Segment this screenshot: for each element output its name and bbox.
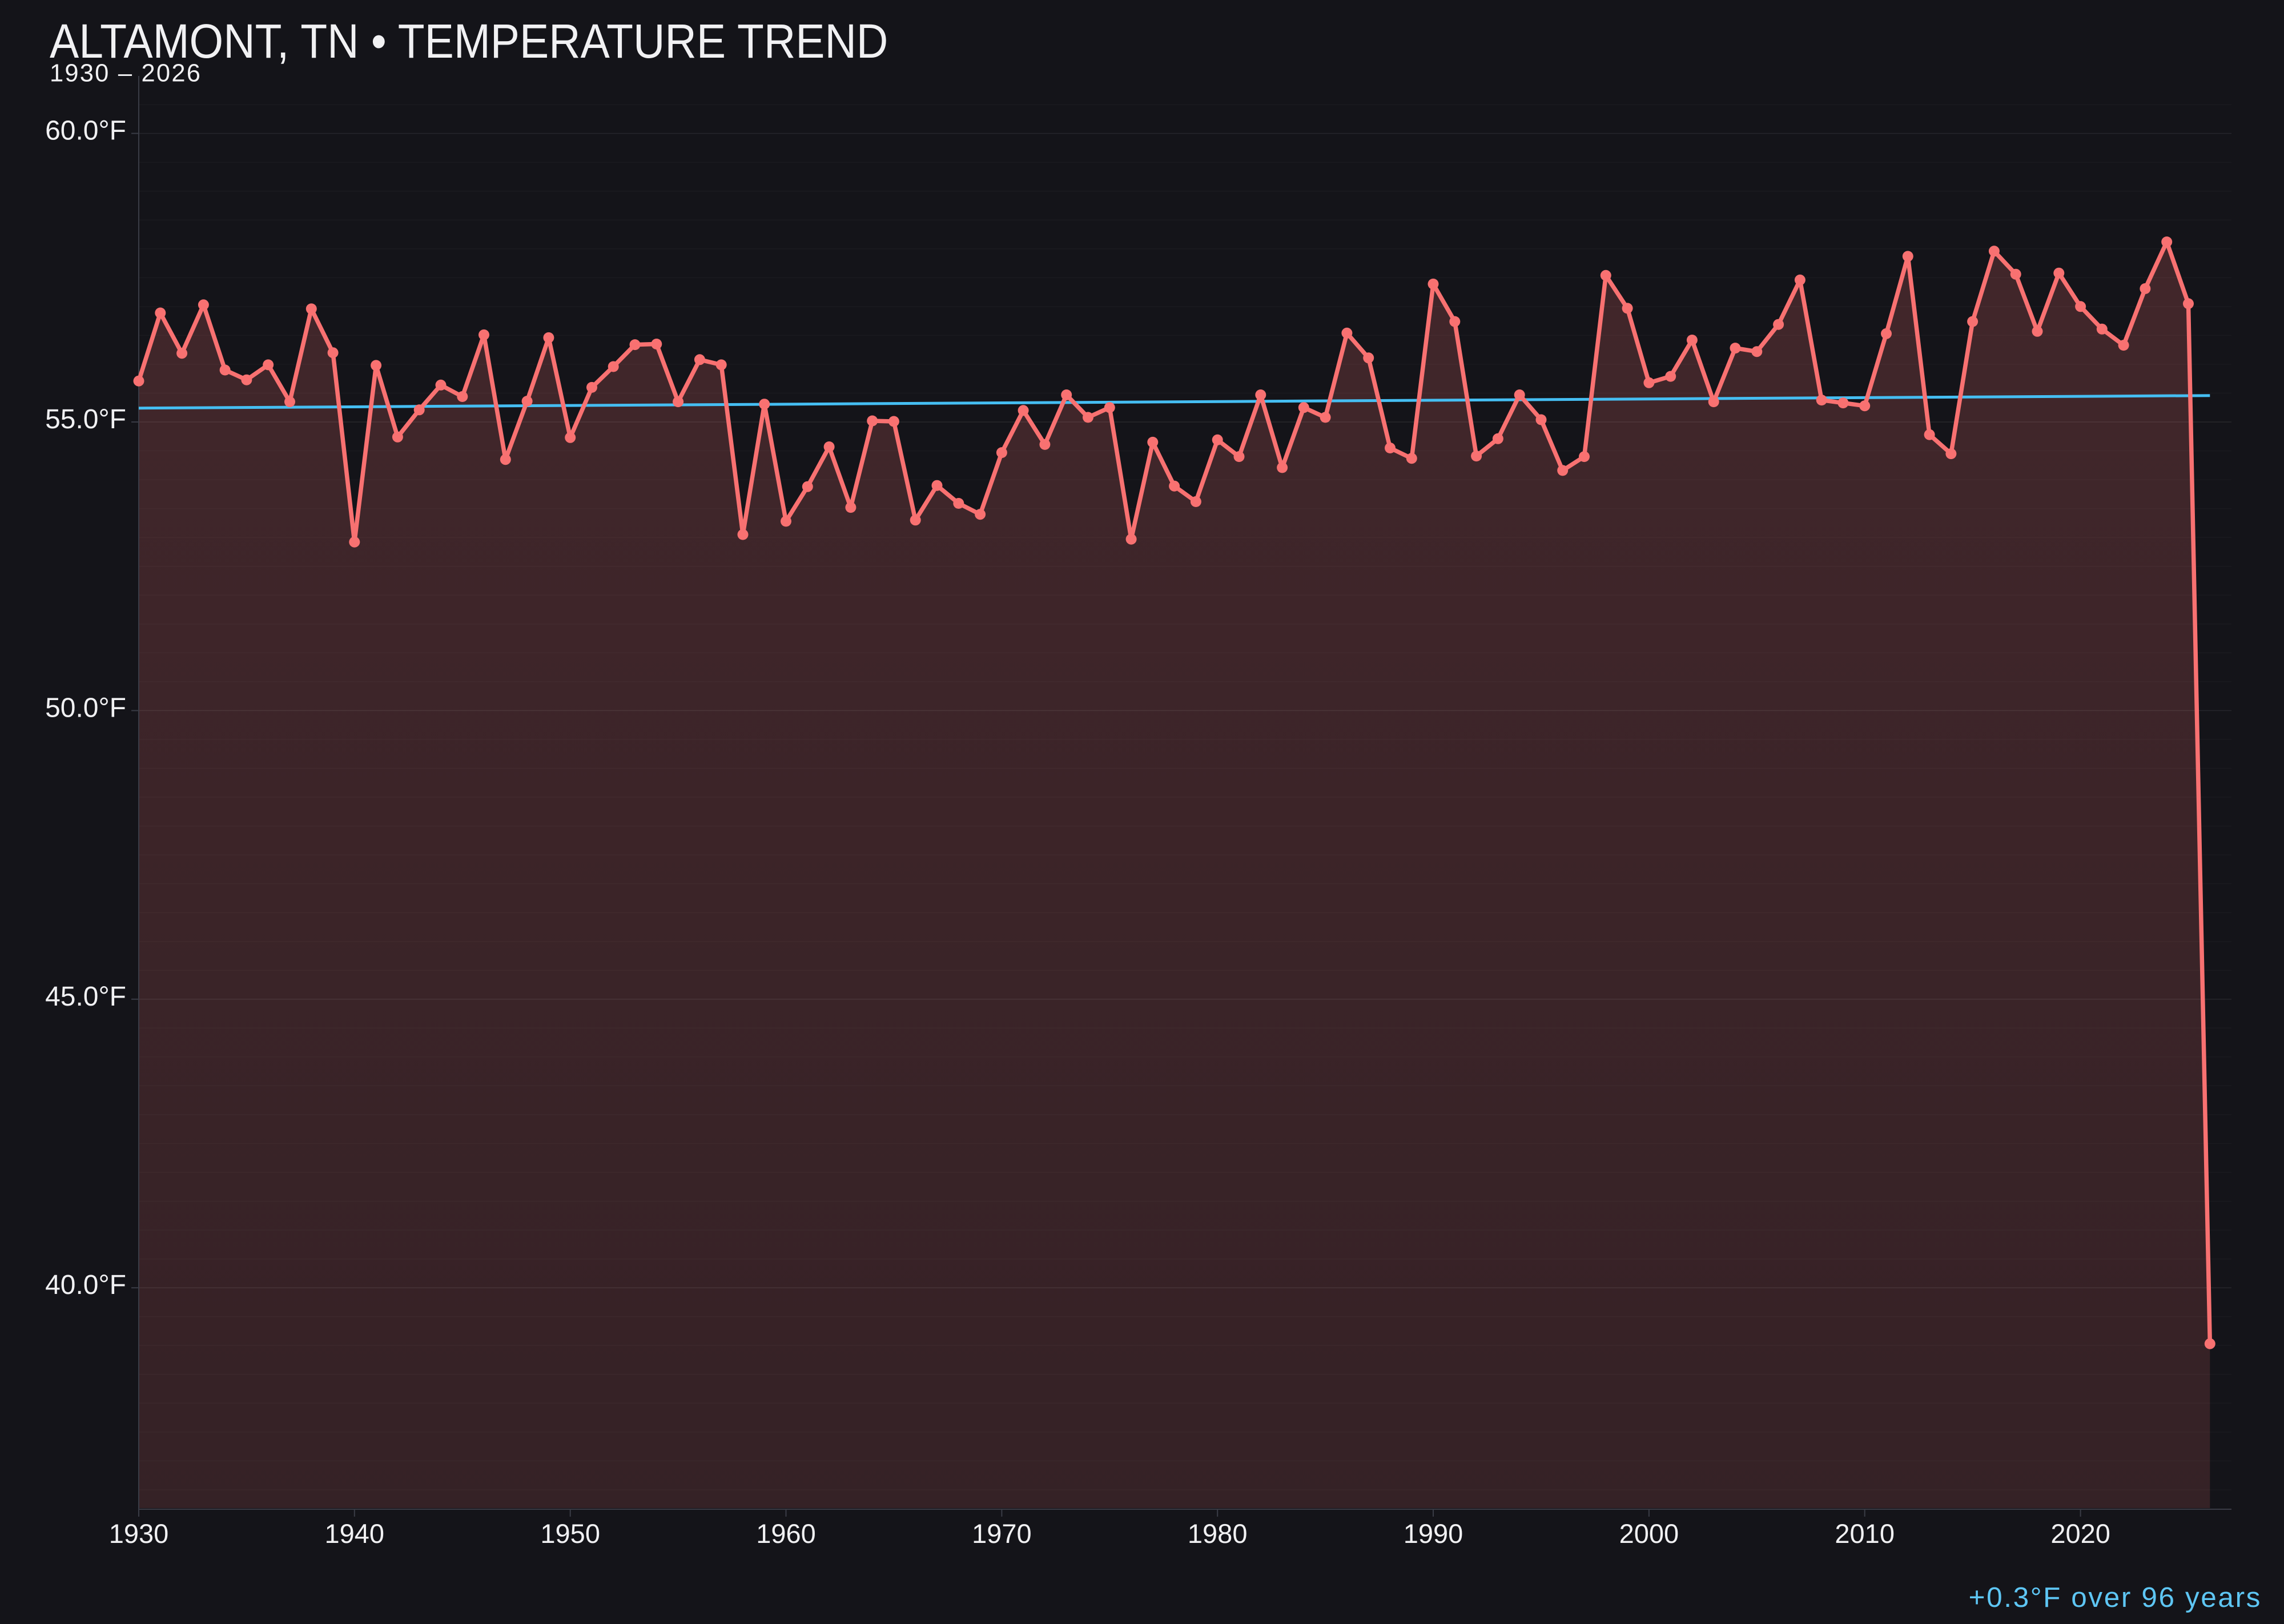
- svg-text:1930 – 2026: 1930 – 2026: [50, 60, 202, 87]
- svg-text:40.0°F: 40.0°F: [45, 1270, 126, 1300]
- svg-text:ALTAMONT, TN • TEMPERATURE TRE: ALTAMONT, TN • TEMPERATURE TREND: [50, 15, 888, 69]
- svg-text:1940: 1940: [325, 1518, 385, 1549]
- svg-text:1930: 1930: [109, 1518, 169, 1549]
- svg-text:+0.3°F over 96 years: +0.3°F over 96 years: [1969, 1582, 2262, 1613]
- svg-text:1990: 1990: [1404, 1518, 1463, 1549]
- svg-text:1980: 1980: [1188, 1518, 1248, 1549]
- svg-text:2000: 2000: [1619, 1518, 1679, 1549]
- svg-text:55.0°F: 55.0°F: [45, 404, 126, 435]
- svg-text:60.0°F: 60.0°F: [45, 116, 126, 146]
- svg-text:2010: 2010: [1835, 1518, 1895, 1549]
- svg-text:1970: 1970: [972, 1518, 1032, 1549]
- svg-text:1960: 1960: [756, 1518, 816, 1549]
- svg-text:2020: 2020: [2050, 1518, 2110, 1549]
- svg-text:1950: 1950: [540, 1518, 600, 1549]
- svg-text:50.0°F: 50.0°F: [45, 693, 126, 723]
- svg-text:45.0°F: 45.0°F: [45, 982, 126, 1012]
